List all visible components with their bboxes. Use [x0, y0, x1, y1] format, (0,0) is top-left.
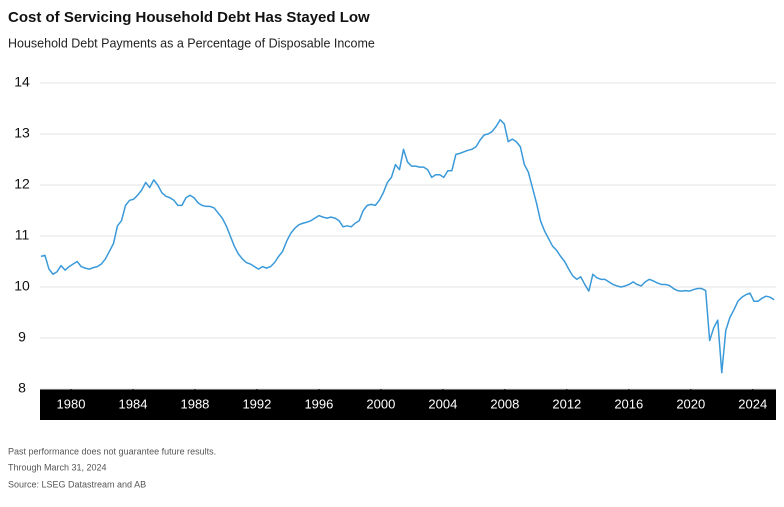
x-axis-band — [40, 389, 776, 420]
x-tick-label: 2012 — [552, 396, 581, 411]
footnote: Past performance does not guarantee futu… — [8, 446, 216, 456]
x-tick-label: 1996 — [304, 396, 333, 411]
y-tick-label: 14 — [14, 74, 30, 90]
x-tick-label: 2024 — [738, 396, 767, 411]
x-tick-label: 1980 — [57, 396, 86, 411]
y-tick-label: 8 — [18, 380, 26, 396]
footnote: Source: LSEG Datastream and AB — [8, 479, 146, 489]
x-tick-label: 2016 — [614, 396, 643, 411]
x-tick-label: 2020 — [676, 396, 705, 411]
y-tick-label: 11 — [15, 227, 30, 243]
x-tick-label: 1988 — [180, 396, 209, 411]
x-tick-label: 2004 — [428, 396, 457, 411]
y-tick-label: 13 — [14, 125, 30, 141]
x-tick-label: 1984 — [119, 396, 148, 411]
y-tick-label: 12 — [14, 176, 30, 192]
data-line — [40, 118, 775, 374]
chart-title: Cost of Servicing Household Debt Has Sta… — [8, 9, 370, 26]
x-tick-label: 2000 — [366, 396, 395, 411]
footnote: Through March 31, 2024 — [8, 462, 107, 472]
chart-subtitle: Household Debt Payments as a Percentage … — [8, 36, 375, 50]
y-tick-label: 9 — [18, 329, 26, 345]
y-tick-label: 10 — [14, 278, 30, 294]
x-tick-label: 2008 — [490, 396, 519, 411]
x-tick-label: 1992 — [242, 396, 271, 411]
